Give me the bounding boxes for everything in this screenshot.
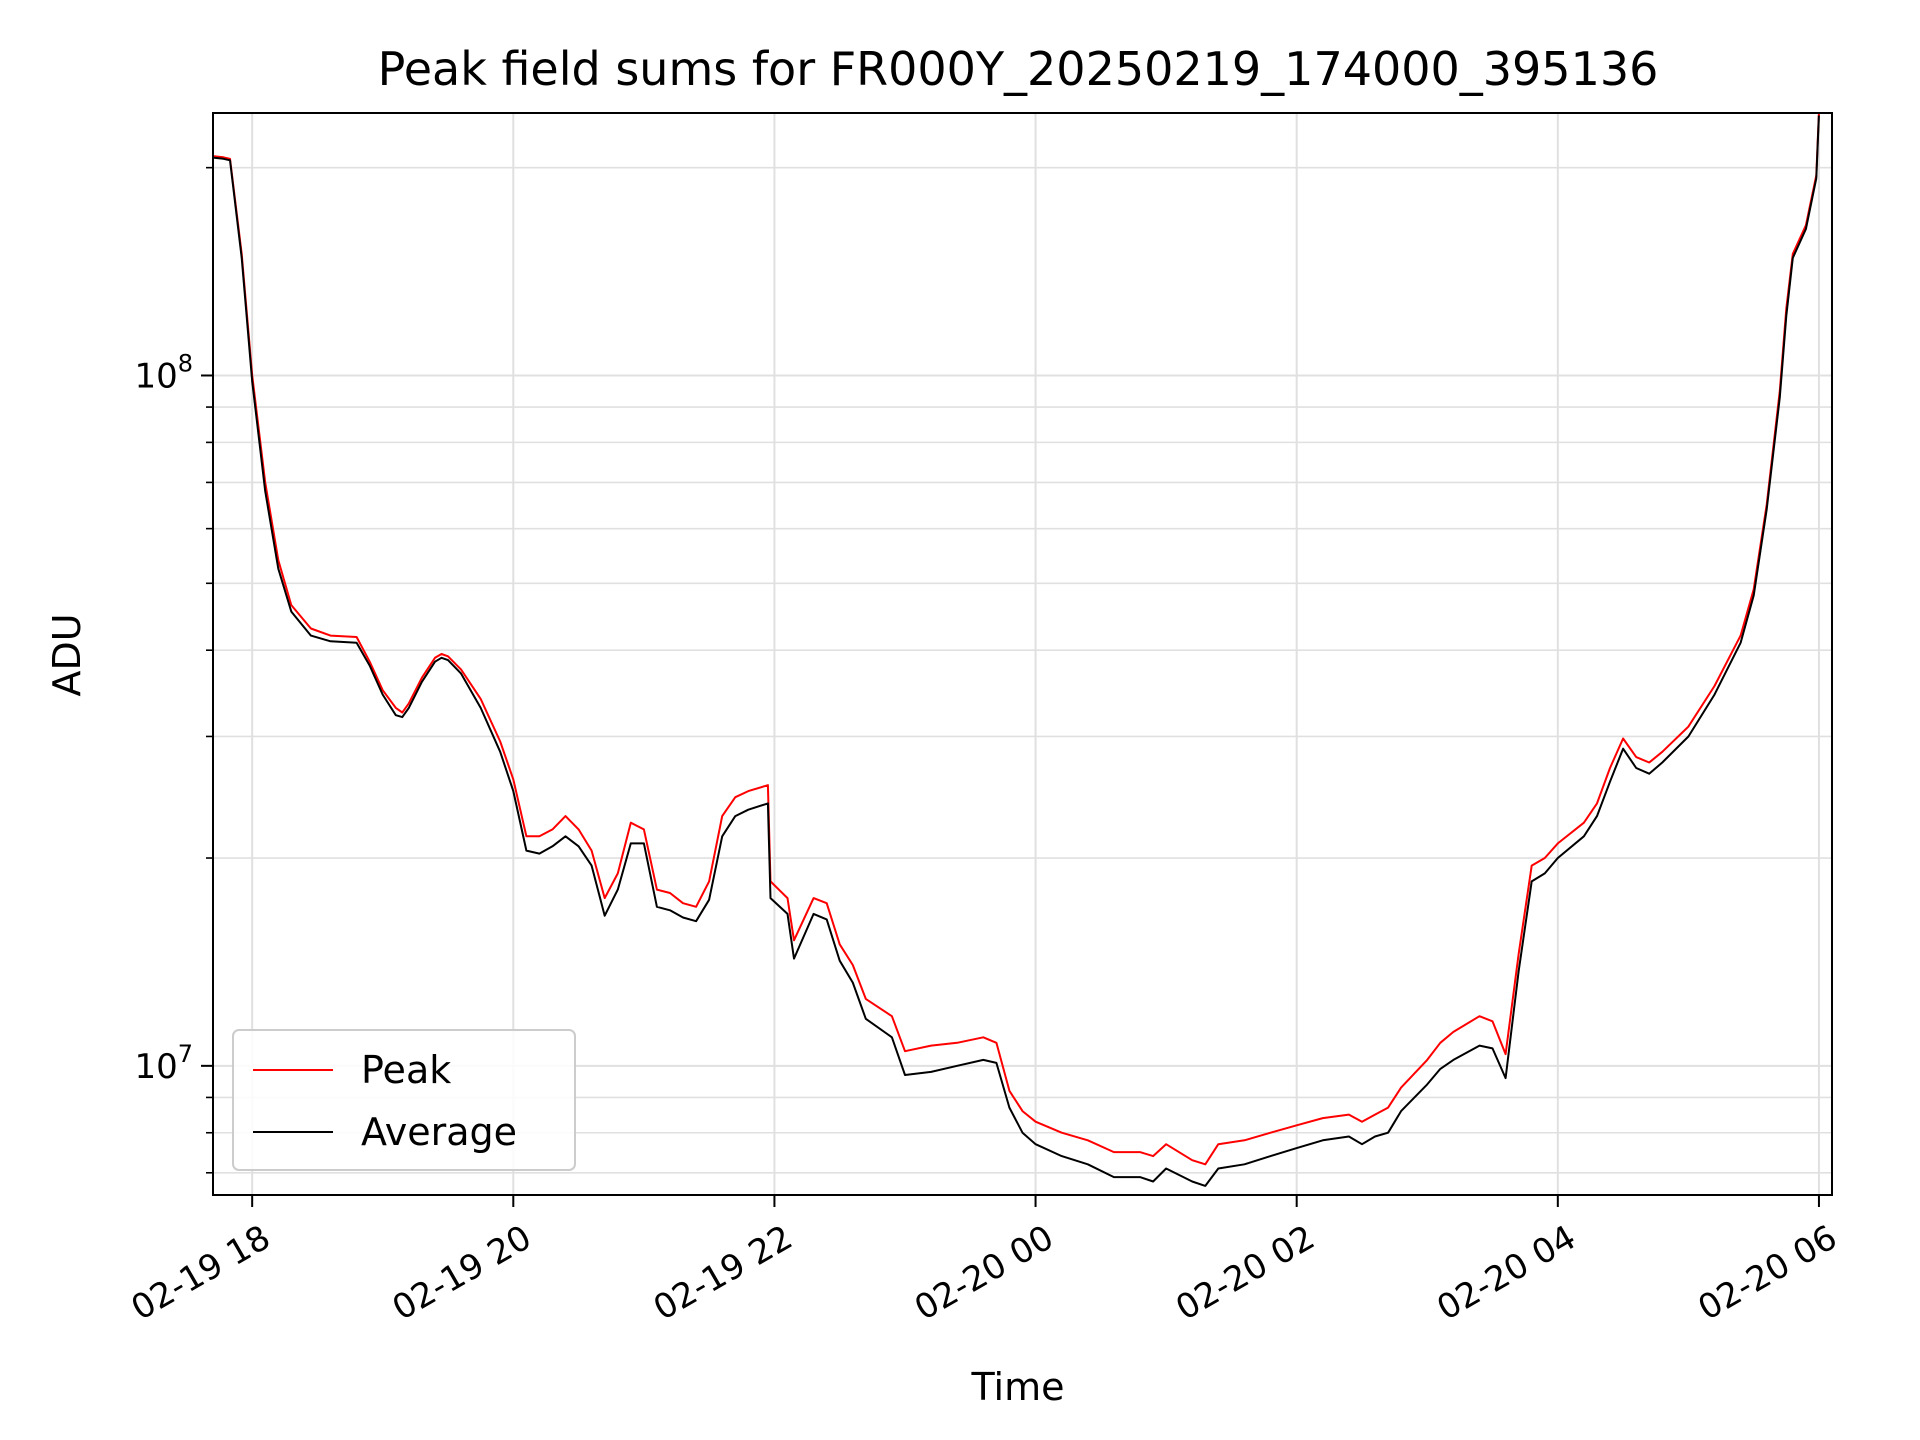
- grid: [213, 113, 1832, 1195]
- y-tick-label: 108: [134, 349, 193, 396]
- series-line-peak: [213, 113, 1820, 1166]
- y-axis: 107 108: [134, 166, 213, 1174]
- legend: Peak Average: [232, 1029, 576, 1171]
- plot-frame: [212, 112, 1833, 1196]
- series-line-average: [213, 115, 1820, 1187]
- legend-label-peak: Peak: [361, 1048, 451, 1092]
- legend-label-average: Average: [361, 1110, 517, 1154]
- legend-box: [232, 1029, 576, 1171]
- plot-area: [213, 113, 1820, 1187]
- x-axis-label: Time: [971, 1365, 1065, 1409]
- y-axis-label: ADU: [45, 613, 89, 696]
- chart-title: Peak field sums for FR000Y_20250219_1740…: [378, 42, 1659, 96]
- y-tick-label: 107: [134, 1040, 193, 1087]
